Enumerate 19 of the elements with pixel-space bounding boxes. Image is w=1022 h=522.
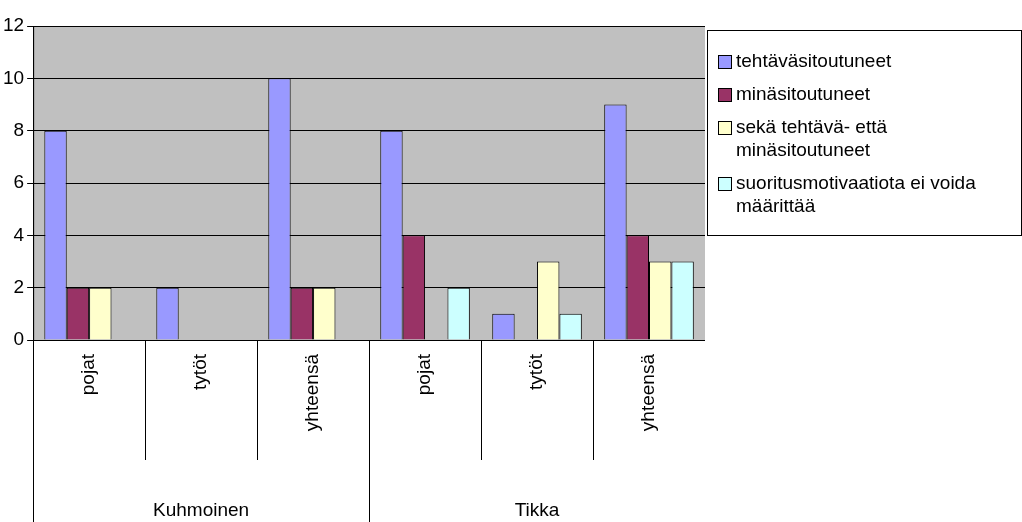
y-tick-label: 6 xyxy=(13,171,25,193)
x-tick-label: pojat xyxy=(77,353,99,396)
text: Kuhmoinen xyxy=(153,498,250,520)
legend-label: suoritusmotivaatiota ei voida määrittää xyxy=(736,171,977,217)
text: Tikka xyxy=(514,498,560,520)
y-tick-label: 8 xyxy=(13,118,25,140)
legend-label: minäsitoutuneet xyxy=(736,82,871,105)
legend-label: tehtäväsitoutuneet xyxy=(736,49,892,72)
y-tick-label: 12 xyxy=(2,14,25,36)
x-tick-label: tytöt xyxy=(189,353,211,390)
x-tick-label: yhteensä xyxy=(301,353,323,432)
y-tick-label: 10 xyxy=(2,66,25,88)
x-tick-label: yhteensä xyxy=(637,353,659,432)
x-tick-label: tytöt xyxy=(525,353,547,390)
y-tick-label: 0 xyxy=(13,328,25,350)
x-tick-label: pojat xyxy=(413,353,435,396)
y-tick-label: 2 xyxy=(13,275,25,297)
legend-label: sekä tehtävä- että minäsitoutuneet xyxy=(736,115,889,161)
y-tick-label: 4 xyxy=(13,223,25,245)
